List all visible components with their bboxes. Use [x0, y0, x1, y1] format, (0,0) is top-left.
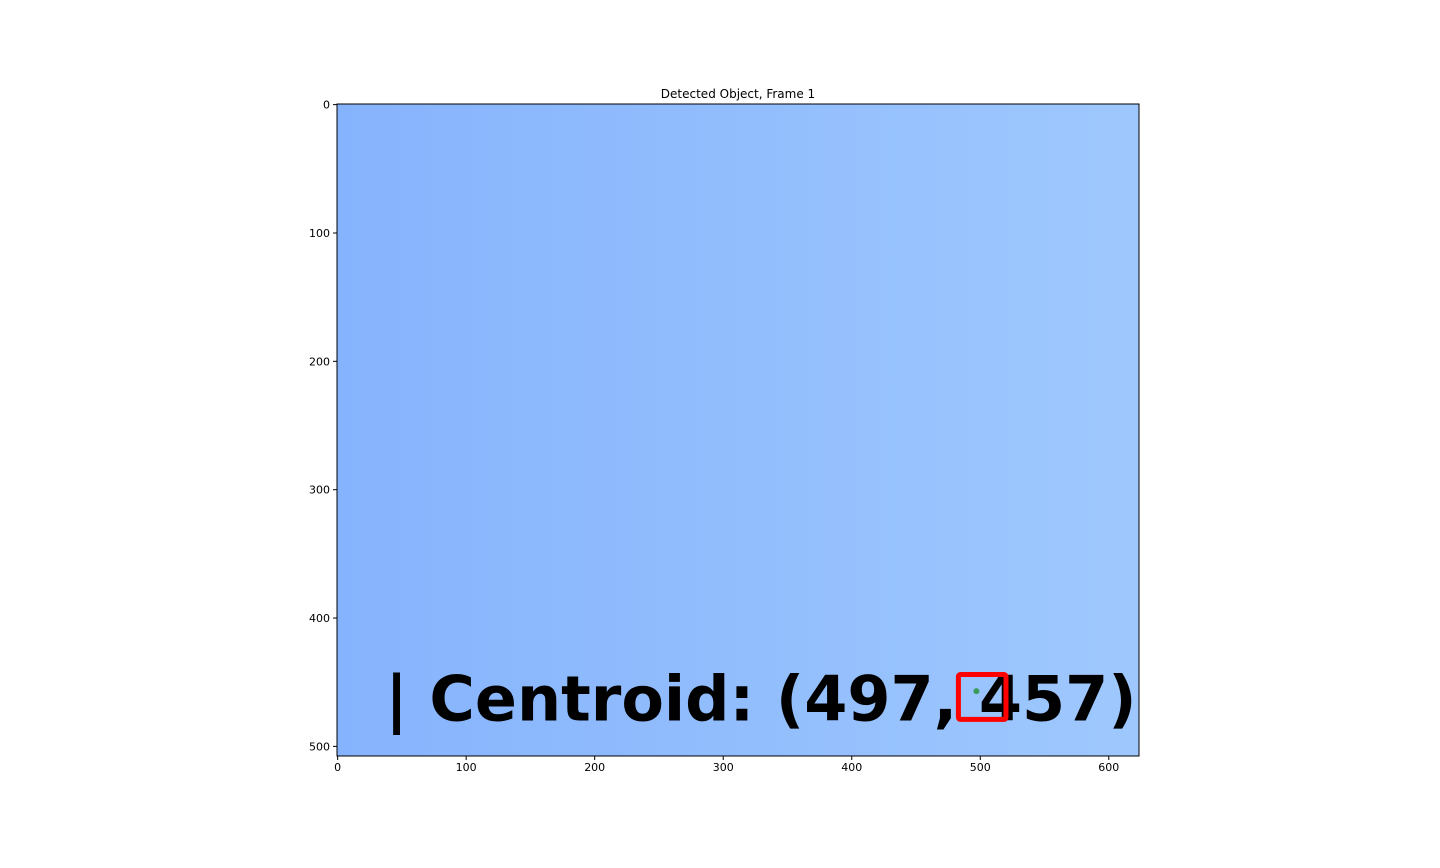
x-tick-label: 400 [841, 761, 862, 774]
y-tick-label: 200 [309, 355, 330, 368]
y-tick-label: 100 [309, 227, 330, 240]
x-tick-label: 600 [1098, 761, 1119, 774]
y-tick-label: 0 [323, 99, 330, 112]
plot-area: | Centroid: (497, 457),6x [337, 104, 1243, 756]
overlay-text: | Centroid: (497, 457),6x [385, 663, 1243, 737]
axes-frame [336, 103, 1140, 757]
x-tick-label: 300 [713, 761, 734, 774]
centroid [973, 688, 980, 695]
y-tick-label: 300 [309, 484, 330, 497]
y-tick-label: 400 [309, 612, 330, 625]
x-tick-label: 200 [584, 761, 605, 774]
x-tick-label: 0 [334, 761, 341, 774]
image [337, 104, 1139, 756]
x-tick-label: 100 [456, 761, 477, 774]
x-tick-label: 500 [970, 761, 991, 774]
y-tick-label: 500 [309, 740, 330, 753]
chart-title: Detected Object, Frame 1 [661, 87, 815, 101]
bounding-box [955, 672, 1009, 722]
